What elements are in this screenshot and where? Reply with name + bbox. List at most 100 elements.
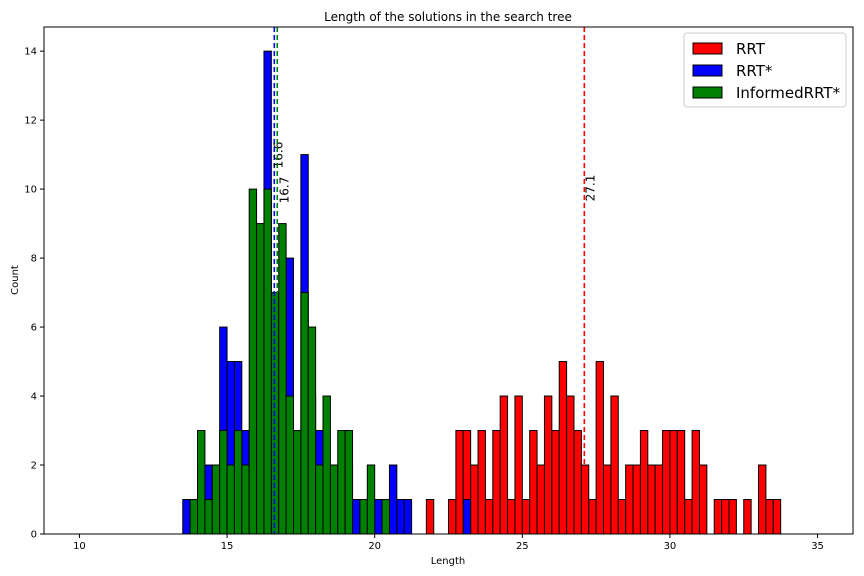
bar (211, 464, 221, 535)
bar (248, 188, 258, 535)
axes: 10 15 20 25 30 35 0 2 4 6 8 10 12 14 (24, 47, 824, 552)
bar (758, 464, 767, 535)
x-tick-label: 15 (221, 541, 234, 552)
bar (448, 499, 457, 535)
bar (639, 430, 649, 535)
bar (292, 430, 302, 535)
mean-label: 16.7 (277, 177, 291, 204)
bar (233, 430, 243, 535)
bar (662, 430, 671, 535)
bar (669, 430, 678, 535)
bar (477, 430, 486, 535)
legend-swatch (692, 64, 723, 77)
bar (263, 188, 272, 535)
plot-frame (43, 26, 854, 535)
bar (278, 223, 287, 535)
legend-box (683, 32, 847, 108)
y-axis-label: Count (10, 265, 21, 295)
bar (462, 499, 472, 535)
bar (676, 430, 686, 535)
bar (536, 464, 545, 535)
bar (226, 464, 235, 535)
bar (558, 361, 568, 535)
chart-title: Length of the solutions in the search tr… (324, 10, 572, 24)
bar (403, 499, 413, 535)
bar (743, 499, 752, 535)
bar (492, 430, 501, 535)
bar (315, 464, 324, 535)
bar (484, 499, 494, 535)
bar (470, 464, 479, 535)
bar (543, 395, 553, 535)
bar (551, 430, 560, 535)
x-tick-label: 20 (368, 541, 381, 552)
bar (189, 499, 199, 535)
x-axis-label: Length (431, 556, 466, 567)
bar (241, 464, 250, 535)
bar (329, 464, 339, 535)
mean-label: 16.6 (271, 142, 285, 169)
bar (713, 499, 723, 535)
series-0 (425, 361, 782, 535)
bar (256, 223, 265, 535)
bar (182, 499, 191, 535)
x-tick-label: 25 (516, 541, 529, 552)
bar (654, 464, 664, 535)
x-tick-label: 35 (811, 541, 824, 552)
y-tick-label: 10 (24, 185, 37, 196)
y-tick-label: 8 (31, 254, 37, 265)
bar (772, 499, 782, 535)
bar (300, 292, 309, 535)
y-tick-label: 12 (24, 116, 37, 127)
bar (337, 430, 346, 535)
bar (285, 395, 294, 535)
bar (507, 499, 516, 535)
bar (691, 430, 700, 535)
bar (721, 499, 730, 535)
x-tick-label: 30 (664, 541, 677, 552)
bar (728, 499, 737, 535)
bar (632, 464, 641, 535)
y-tick-label: 6 (31, 323, 37, 334)
y-tick-label: 2 (31, 461, 37, 472)
bar (374, 499, 383, 535)
bar (381, 499, 390, 535)
legend: RRT RRT* InformedRRT* (683, 32, 847, 108)
bar (425, 499, 435, 535)
bar (521, 499, 531, 535)
bar (219, 430, 228, 535)
y-tick-label: 14 (24, 47, 37, 58)
bar (603, 464, 612, 535)
legend-label: InformedRRT* (736, 84, 841, 102)
legend-label: RRT (736, 40, 766, 58)
bar (499, 395, 509, 535)
bar (617, 499, 627, 535)
legend-swatch (692, 86, 723, 99)
bar (625, 464, 634, 535)
y-tick-label: 0 (31, 530, 37, 541)
bar (197, 430, 206, 535)
bar (514, 395, 523, 535)
bar (388, 464, 398, 535)
bar (344, 430, 354, 535)
bar (352, 499, 361, 535)
x-tick-label: 10 (73, 541, 86, 552)
legend-label: RRT* (736, 62, 773, 80)
bar (573, 430, 582, 535)
y-tick-label: 4 (31, 392, 37, 403)
bar (698, 464, 708, 535)
legend-swatch (692, 42, 723, 55)
bar (359, 499, 368, 535)
bar (595, 361, 605, 535)
bar (307, 326, 317, 535)
bar (684, 499, 693, 535)
bar (366, 464, 376, 535)
bar (396, 499, 405, 535)
bar (647, 464, 656, 535)
bar (588, 499, 597, 535)
bar (204, 499, 213, 535)
mean-label: 27.1 (583, 175, 597, 202)
bar (529, 430, 538, 535)
bar (566, 395, 575, 535)
